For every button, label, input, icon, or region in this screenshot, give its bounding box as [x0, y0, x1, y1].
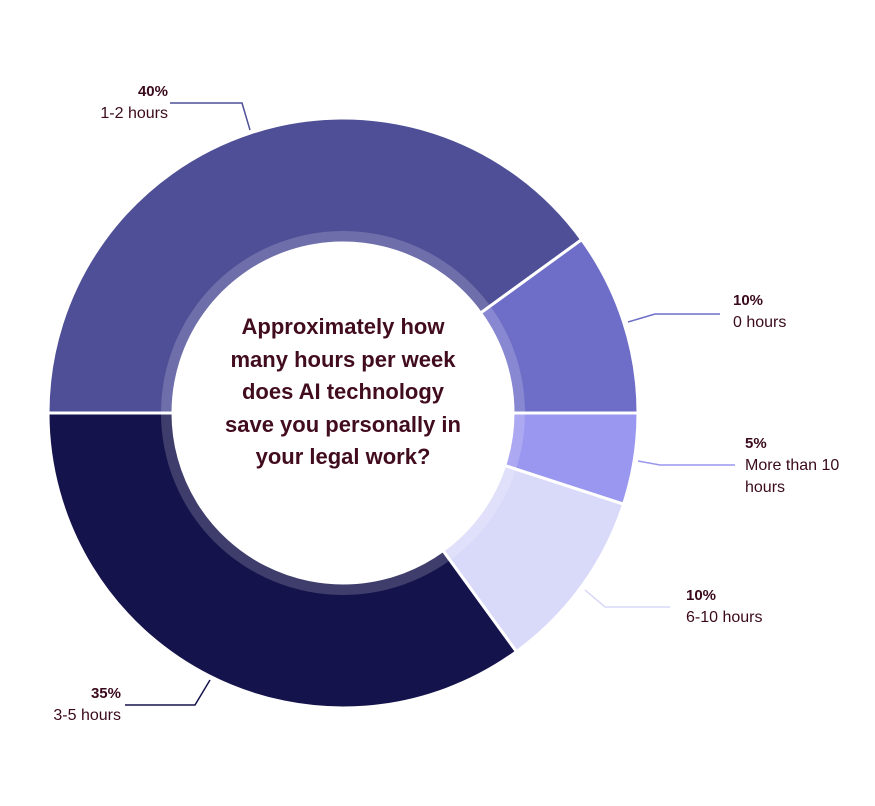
category-label: 6-10 hours [686, 609, 763, 626]
category-label: More than 10 hours [745, 457, 840, 496]
slice-label: 10% 6-10 hours [686, 585, 763, 629]
percent-label: 10% [686, 587, 717, 604]
slice-label: 10% 0 hours [733, 290, 786, 334]
chart-title: Approximately how many hours per week do… [225, 314, 461, 469]
percent-label: 40% [137, 83, 168, 100]
percent-label: 5% [745, 435, 767, 452]
leader-line [627, 313, 720, 323]
leader-line [125, 679, 211, 706]
category-label: 3-5 hours [53, 707, 121, 724]
center-hole [173, 243, 513, 583]
leader-line [637, 460, 735, 466]
slice-label: 40% 1-2 hours [100, 81, 168, 125]
percent-label: 10% [733, 292, 764, 309]
category-label: 0 hours [733, 314, 787, 331]
leader-line [170, 102, 251, 131]
category-label: 1-2 hours [100, 105, 168, 122]
slice-label: 5% More than 10 hours [745, 433, 840, 499]
slice-label: 35% 3-5 hours [53, 683, 121, 727]
percent-label: 35% [90, 685, 121, 702]
leader-line [584, 589, 670, 608]
